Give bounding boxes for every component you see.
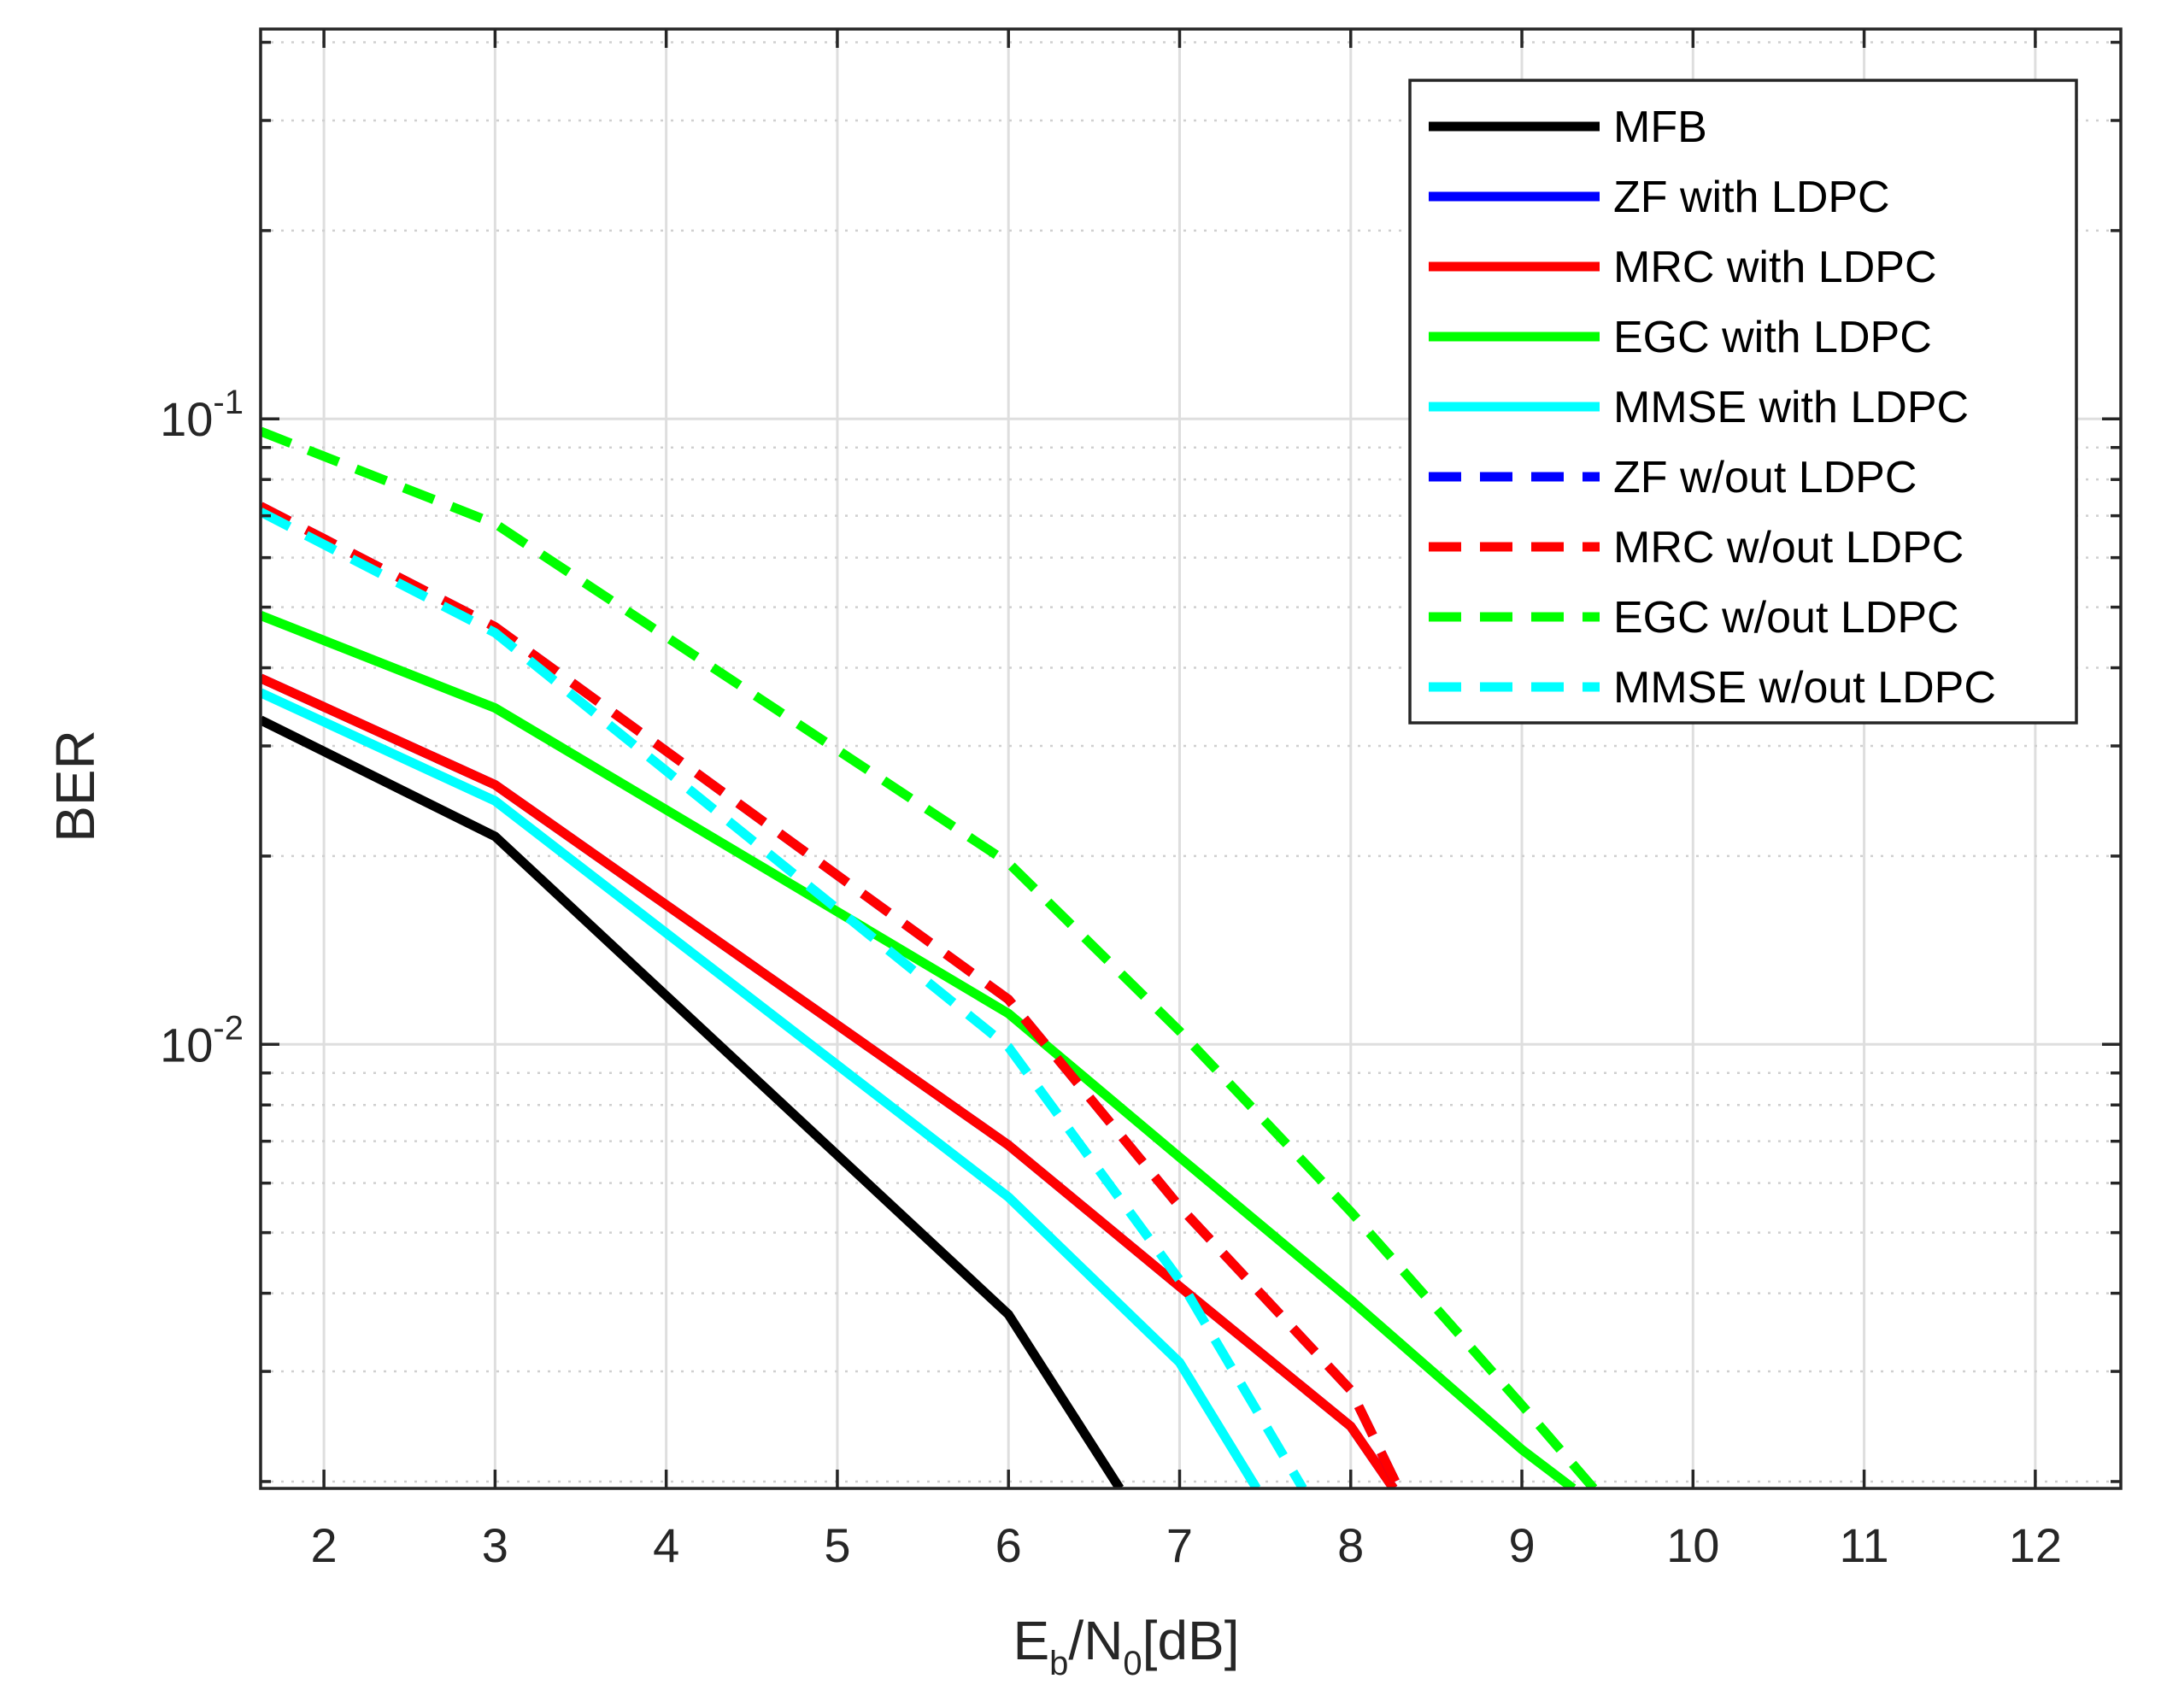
x-label-sub2: 0 — [1123, 1645, 1142, 1682]
legend-label: ZF with LDPC — [1613, 173, 1890, 222]
x-axis-label: Eb/N0[dB] — [1013, 1610, 1239, 1682]
grid-layer — [261, 29, 2121, 1488]
y-tick-label: 10-2 — [160, 1009, 244, 1071]
x-tick-label: 4 — [653, 1518, 679, 1572]
x-tick-label: 10 — [1666, 1518, 1719, 1572]
x-tick-label: 2 — [311, 1518, 338, 1572]
series-line-egc-w-out-ldpc — [261, 426, 1598, 1488]
legend: MFB ZF with LDPC MRC with LDPC EGC with LDP… — [1408, 79, 2078, 725]
legend-label: MRC w/out LDPC — [1613, 523, 1964, 572]
series-line-mmse-w-out-ldpc — [261, 508, 1307, 1488]
series-line-mrc-w-out-ldpc — [261, 502, 1403, 1488]
legend-label: EGC w/out LDPC — [1613, 593, 1959, 643]
x-label-mid: /N — [1068, 1610, 1123, 1671]
y-axis-label: BER — [44, 730, 106, 842]
legend-label: ZF w/out LDPC — [1613, 453, 1917, 502]
axes-box — [259, 27, 2123, 1490]
x-tick-label: 12 — [2009, 1518, 2062, 1572]
legend-label: EGC with LDPC — [1613, 313, 1932, 362]
axes-frame — [259, 27, 2123, 1490]
series-line-mrc-with-ldpc — [261, 673, 1398, 1488]
legend-label: MMSE with LDPC — [1613, 383, 1969, 432]
x-label-tail: [dB] — [1142, 1610, 1240, 1671]
x-tick-label: 9 — [1508, 1518, 1535, 1572]
x-tick-label: 7 — [1166, 1518, 1193, 1572]
x-tick-label: 8 — [1337, 1518, 1364, 1572]
x-label-sub1: b — [1049, 1645, 1068, 1682]
series-line-mfb — [261, 715, 1125, 1488]
series-layer — [261, 426, 1598, 1488]
x-tick-label: 6 — [995, 1518, 1022, 1572]
legend-box — [1408, 79, 2078, 725]
y-tick-label: 10-1 — [160, 384, 244, 446]
x-tick-label: 11 — [1840, 1518, 1889, 1572]
series-line-egc-with-ldpc — [261, 611, 1577, 1488]
legend-label: MMSE w/out LDPC — [1613, 663, 1996, 713]
x-tick-label: 3 — [482, 1518, 508, 1572]
x-label-main: E — [1013, 1610, 1049, 1671]
tick-layer: 2 3 4 5 6 7 8 9 10 11 12 10-1 10-2 — [160, 29, 2121, 1572]
legend-label: MFB — [1613, 103, 1707, 152]
legend-label: MRC with LDPC — [1613, 243, 1937, 292]
series-line-mmse-with-ldpc — [261, 688, 1261, 1488]
x-tick-label: 5 — [824, 1518, 850, 1572]
